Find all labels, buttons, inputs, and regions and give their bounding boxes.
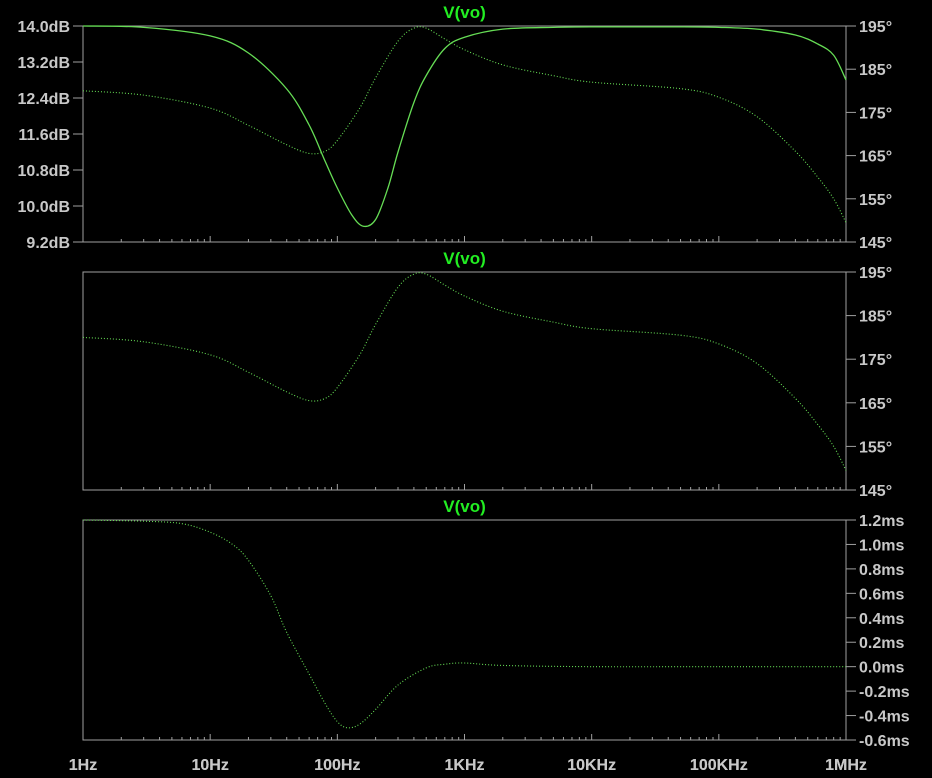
right-y-tick-label: 195°	[859, 265, 892, 282]
right-y-tick-label: 155°	[859, 192, 892, 209]
x-tick-label: 100Hz	[314, 757, 360, 774]
right-y-tick-label: 0.8ms	[859, 562, 904, 579]
left-y-tick-label: 14.0dB	[18, 19, 70, 36]
left-y-tick-label: 12.4dB	[18, 91, 70, 108]
left-y-tick-label: 10.8dB	[18, 163, 70, 180]
plot-frame-3	[82, 519, 847, 741]
trace-3-1	[82, 519, 846, 729]
right-y-tick-label: 0.6ms	[859, 586, 904, 603]
left-y-tick-label: 11.6dB	[18, 127, 70, 144]
x-tick-label: 1Hz	[69, 757, 97, 774]
x-tick-label: 10Hz	[191, 757, 228, 774]
right-y-tick-label: 175°	[859, 105, 892, 122]
x-tick-label: 100Hz	[314, 757, 360, 774]
right-y-tick-label: 1.2ms	[859, 513, 904, 530]
x-tick-label: 1KHz	[444, 757, 484, 774]
left-y-tick-label: 9.2dB	[26, 235, 70, 252]
right-y-tick-label: 145°	[859, 235, 892, 252]
x-tick-label: 1MHz	[825, 757, 867, 774]
right-y-tick-label: 155°	[859, 439, 892, 456]
left-y-tick-label: 13.2dB	[18, 55, 70, 72]
right-y-tick-label: -0.2ms	[859, 684, 910, 701]
right-y-tick-label: -0.4ms	[859, 709, 910, 726]
x-tick-label: 100KHz	[690, 757, 748, 774]
x-tick-label: 10KHz	[567, 757, 616, 774]
plot-title-2: V(vo)	[443, 249, 486, 268]
right-y-tick-label: 195°	[859, 19, 892, 36]
plot-title-3: V(vo)	[443, 497, 486, 516]
x-tick-label: 1MHz	[825, 757, 867, 774]
plot-frame-2	[82, 271, 847, 491]
magnitude-trace-1-1	[82, 25, 847, 228]
right-y-tick-label: 1.0ms	[859, 537, 904, 554]
left-y-tick-label: 10.0dB	[18, 199, 70, 216]
x-tick-label: 100KHz	[690, 757, 748, 774]
right-y-tick-label: 145°	[859, 483, 892, 500]
right-y-tick-label: 185°	[859, 309, 892, 326]
plot-title-1: V(vo)	[443, 3, 486, 22]
x-tick-label: 1KHz	[444, 757, 484, 774]
right-y-tick-label: -0.6ms	[859, 733, 910, 750]
x-tick-label: 10Hz	[191, 757, 228, 774]
trace-1-2	[82, 26, 847, 223]
right-y-tick-label: 185°	[859, 62, 892, 79]
right-y-tick-label: 0.4ms	[859, 611, 904, 628]
right-y-tick-label: 0.0ms	[859, 660, 904, 677]
plot-frame-1	[82, 25, 847, 243]
right-y-tick-label: 175°	[859, 352, 892, 369]
right-y-tick-label: 165°	[859, 149, 892, 166]
x-tick-label: 10KHz	[567, 757, 616, 774]
right-y-tick-label: 0.2ms	[859, 635, 904, 652]
trace-2-1	[82, 272, 847, 471]
x-tick-label: 1Hz	[69, 757, 97, 774]
right-y-tick-label: 165°	[859, 396, 892, 413]
